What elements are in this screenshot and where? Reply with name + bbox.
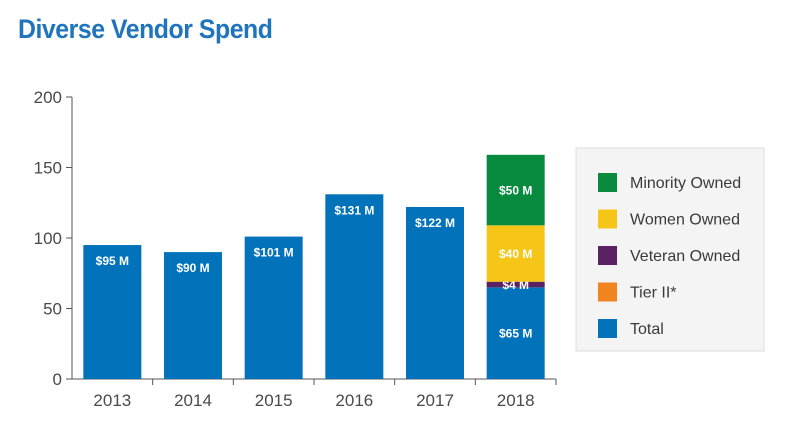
data-label: $101 M [254, 246, 294, 260]
y-tick-label: 200 [34, 88, 62, 107]
chart-title: Diverse Vendor Spend [18, 14, 273, 44]
legend-label-minority-owned: Minority Owned [630, 175, 741, 192]
y-tick-label: 50 [43, 300, 62, 319]
data-label: $65 M [499, 327, 532, 341]
legend-label-women-owned: Women Owned [630, 212, 740, 229]
data-label: $131 M [334, 203, 374, 217]
legend-label-tier-ii: Tier II* [630, 285, 677, 302]
bar-total-2014 [164, 252, 222, 379]
y-tick-label: 0 [53, 370, 62, 389]
legend-label-total: Total [630, 321, 664, 338]
legend-swatch-minority-owned [598, 173, 617, 192]
x-tick-label: 2017 [416, 391, 454, 410]
data-label: $40 M [499, 247, 532, 261]
legend-swatch-total [598, 319, 617, 338]
x-tick-label: 2018 [497, 391, 535, 410]
x-tick-label: 2016 [335, 391, 373, 410]
x-tick-label: 2013 [93, 391, 131, 410]
legend-swatch-veteran-owned [598, 246, 617, 265]
bar-total-2013 [83, 245, 142, 379]
legend-label-veteran-owned: Veteran Owned [630, 248, 740, 265]
data-label: $90 M [176, 261, 209, 275]
bar-veteran-owned-2018 [486, 281, 545, 288]
x-tick-label: 2015 [255, 391, 293, 410]
bar-total-2016 [325, 194, 384, 379]
y-tick-label: 150 [34, 159, 62, 178]
x-tick-label: 2014 [174, 391, 212, 410]
data-label: $50 M [499, 184, 532, 198]
bar-women-owned-2018 [486, 225, 545, 282]
bar-total-2017 [406, 206, 464, 379]
bar-minority-owned-2018 [486, 154, 545, 226]
legend-swatch-tier-ii [598, 282, 617, 302]
legend-swatch-women-owned [598, 209, 617, 229]
bar-total-2015 [244, 236, 303, 379]
bar-total-2018 [486, 287, 545, 379]
data-label: $95 M [96, 254, 129, 268]
data-label: $122 M [415, 216, 455, 230]
y-tick-label: 100 [34, 229, 62, 248]
